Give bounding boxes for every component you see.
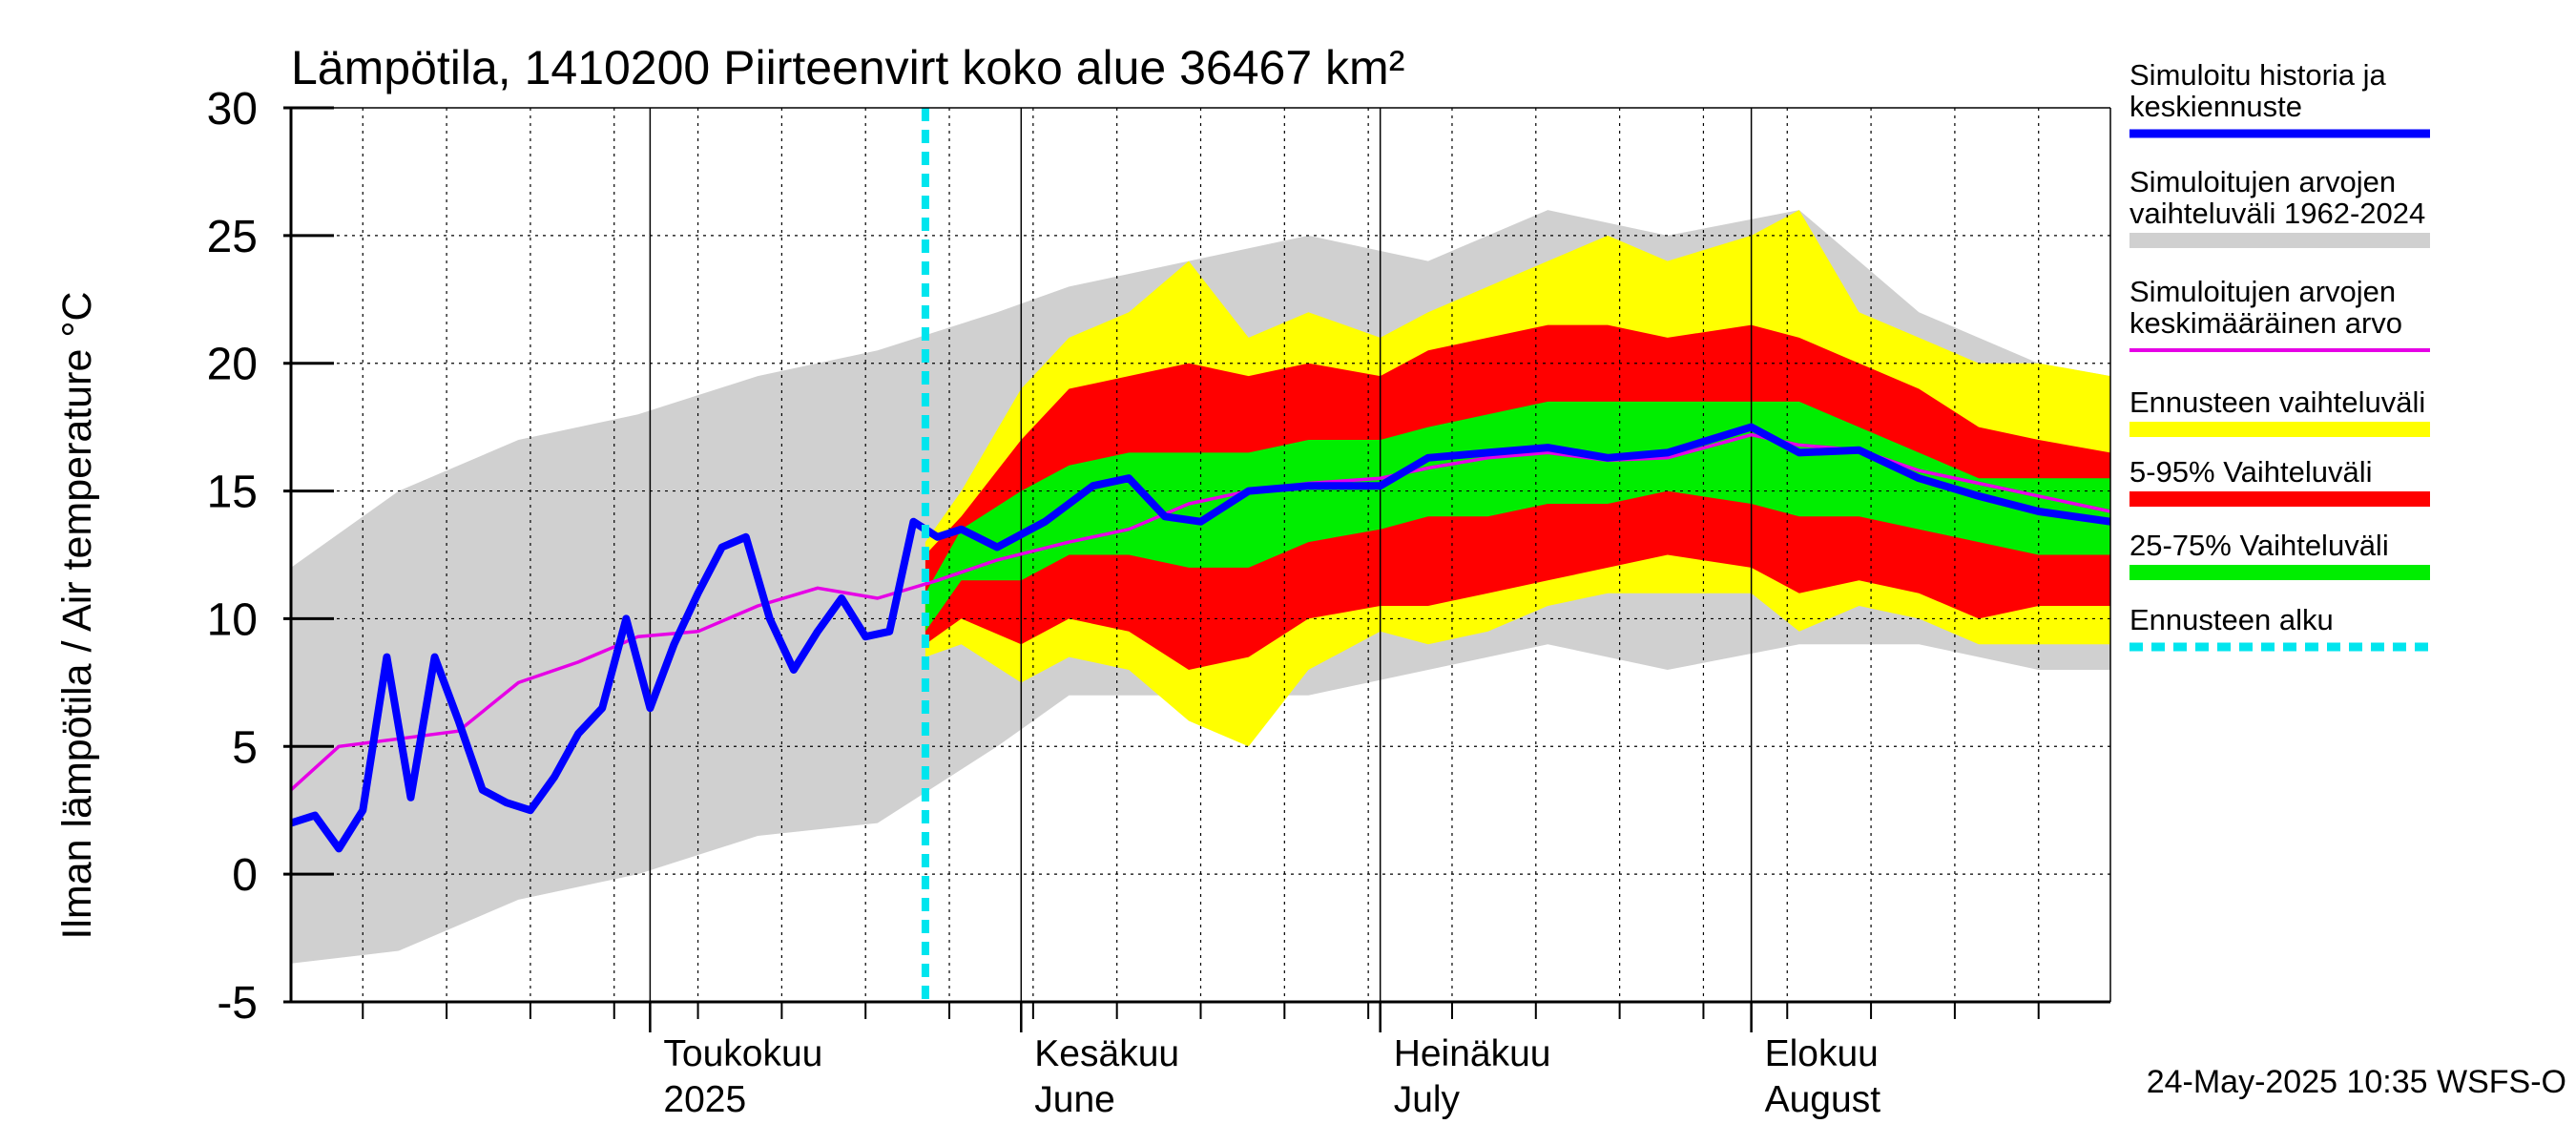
timestamp-label: 24-May-2025 10:35 WSFS-O	[2147, 1064, 2566, 1100]
legend-swatch	[2129, 233, 2430, 248]
x-month-label: Toukokuu	[663, 1033, 822, 1074]
y-tick-label: 20	[207, 340, 258, 390]
series-line-mean	[289, 432, 2111, 792]
x-month-sublabel: June	[1034, 1079, 1115, 1120]
legend-label: Simuloitujen arvojen	[2129, 165, 2396, 198]
x-month-sublabel: July	[1394, 1079, 1461, 1120]
legend-label: Simuloitujen arvojen	[2129, 275, 2396, 308]
y-tick-label: 25	[207, 212, 258, 262]
y-tick-label: 5	[232, 722, 258, 773]
x-month-label: Kesäkuu	[1034, 1033, 1179, 1074]
legend-label: keskiennuste	[2129, 90, 2302, 123]
x-month-sublabel: 2025	[663, 1079, 746, 1120]
x-month-label: Elokuu	[1765, 1033, 1879, 1074]
x-month-label: Heinäkuu	[1394, 1033, 1551, 1074]
x-month-sublabel: August	[1765, 1079, 1881, 1120]
legend-swatch	[2129, 491, 2430, 507]
legend-label: Simuloitu historia ja	[2129, 58, 2387, 92]
legend-label: Ennusteen alku	[2129, 603, 2334, 636]
y-tick-label: 0	[232, 850, 258, 901]
chart-title: Lämpötila, 1410200 Piirteenvirt koko alu…	[291, 41, 1404, 94]
legend-swatch	[2129, 565, 2430, 580]
legend-label: vaihteluväli 1962-2024	[2129, 197, 2425, 230]
legend-swatch	[2129, 422, 2430, 437]
band-3	[924, 401, 2110, 632]
y-tick-label: 10	[207, 594, 258, 645]
y-tick-label: 15	[207, 468, 258, 518]
legend-label: 5-95% Vaihteluväli	[2129, 455, 2372, 489]
series-line-history-forecast	[289, 423, 2111, 853]
y-tick-label: 30	[207, 84, 258, 135]
legend-label: keskimääräinen arvo	[2129, 306, 2402, 340]
legend-label: 25-75% Vaihteluväli	[2129, 529, 2389, 562]
y-tick-label: -5	[217, 978, 258, 1029]
y-axis-label: Ilman lämpötila / Air temperature °C	[54, 291, 100, 939]
legend-label: Ennusteen vaihteluväli	[2129, 385, 2425, 419]
plot-area: -5051015202530Toukokuu2025KesäkuuJuneHei…	[207, 84, 2111, 1120]
